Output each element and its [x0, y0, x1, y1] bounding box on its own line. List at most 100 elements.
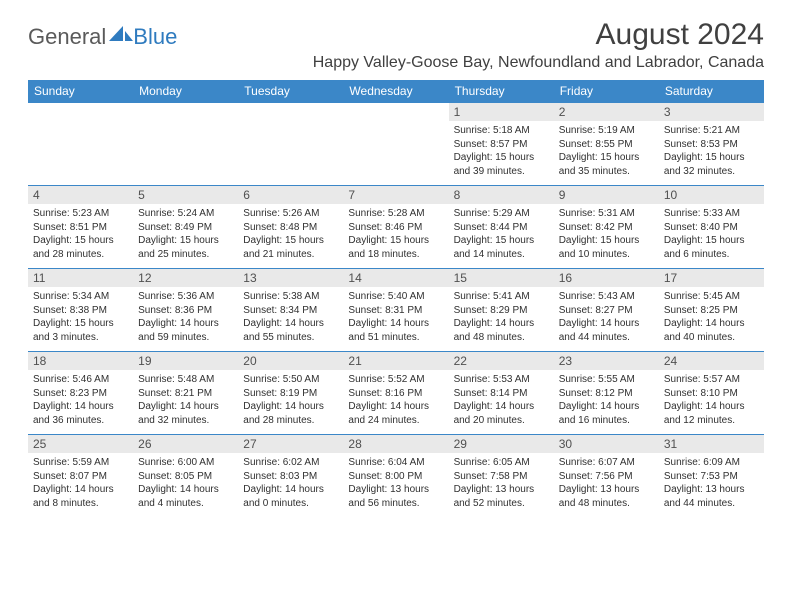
day-details: Sunrise: 5:19 AMSunset: 8:55 PMDaylight:…: [554, 121, 659, 181]
day-details: Sunrise: 5:59 AMSunset: 8:07 PMDaylight:…: [28, 453, 133, 513]
day-details: Sunrise: 5:40 AMSunset: 8:31 PMDaylight:…: [343, 287, 448, 347]
day-cell: 5Sunrise: 5:24 AMSunset: 8:49 PMDaylight…: [133, 186, 238, 268]
day-number: 8: [449, 186, 554, 204]
day-number: 18: [28, 352, 133, 370]
day-cell: 30Sunrise: 6:07 AMSunset: 7:56 PMDayligh…: [554, 435, 659, 517]
day-details: Sunrise: 6:07 AMSunset: 7:56 PMDaylight:…: [554, 453, 659, 513]
day-number: 28: [343, 435, 448, 453]
day-details: Sunrise: 5:41 AMSunset: 8:29 PMDaylight:…: [449, 287, 554, 347]
day-number: 7: [343, 186, 448, 204]
day-number: 5: [133, 186, 238, 204]
day-details: Sunrise: 5:38 AMSunset: 8:34 PMDaylight:…: [238, 287, 343, 347]
day-details: Sunrise: 5:21 AMSunset: 8:53 PMDaylight:…: [659, 121, 764, 181]
day-number: 29: [449, 435, 554, 453]
day-cell: 3Sunrise: 5:21 AMSunset: 8:53 PMDaylight…: [659, 103, 764, 185]
weekday-header: Saturday: [659, 80, 764, 103]
day-details: Sunrise: 5:46 AMSunset: 8:23 PMDaylight:…: [28, 370, 133, 430]
day-details: Sunrise: 5:24 AMSunset: 8:49 PMDaylight:…: [133, 204, 238, 264]
day-cell: 15Sunrise: 5:41 AMSunset: 8:29 PMDayligh…: [449, 269, 554, 351]
weekday-header: Friday: [554, 80, 659, 103]
day-number: 24: [659, 352, 764, 370]
day-number: 31: [659, 435, 764, 453]
day-details: Sunrise: 5:28 AMSunset: 8:46 PMDaylight:…: [343, 204, 448, 264]
weekday-header: Sunday: [28, 80, 133, 103]
day-cell: 23Sunrise: 5:55 AMSunset: 8:12 PMDayligh…: [554, 352, 659, 434]
day-cell: 25Sunrise: 5:59 AMSunset: 8:07 PMDayligh…: [28, 435, 133, 517]
day-number-empty: [133, 103, 238, 121]
day-cell: 16Sunrise: 5:43 AMSunset: 8:27 PMDayligh…: [554, 269, 659, 351]
day-cell: [238, 103, 343, 185]
day-number-empty: [28, 103, 133, 121]
day-cell: 10Sunrise: 5:33 AMSunset: 8:40 PMDayligh…: [659, 186, 764, 268]
calendar-page: General Blue August 2024 Happy Valley-Go…: [0, 0, 792, 535]
logo-word-1: General: [28, 24, 106, 50]
logo: General Blue: [28, 18, 177, 50]
day-cell: 7Sunrise: 5:28 AMSunset: 8:46 PMDaylight…: [343, 186, 448, 268]
day-details: Sunrise: 5:36 AMSunset: 8:36 PMDaylight:…: [133, 287, 238, 347]
day-number: 1: [449, 103, 554, 121]
day-cell: 14Sunrise: 5:40 AMSunset: 8:31 PMDayligh…: [343, 269, 448, 351]
day-cell: [133, 103, 238, 185]
day-number: 9: [554, 186, 659, 204]
day-number: 13: [238, 269, 343, 287]
day-details: Sunrise: 5:48 AMSunset: 8:21 PMDaylight:…: [133, 370, 238, 430]
day-number: 22: [449, 352, 554, 370]
weekday-header-row: SundayMondayTuesdayWednesdayThursdayFrid…: [28, 80, 764, 103]
day-number-empty: [238, 103, 343, 121]
logo-word-2: Blue: [133, 24, 177, 50]
day-cell: 19Sunrise: 5:48 AMSunset: 8:21 PMDayligh…: [133, 352, 238, 434]
day-details: Sunrise: 6:04 AMSunset: 8:00 PMDaylight:…: [343, 453, 448, 513]
calendar-grid: SundayMondayTuesdayWednesdayThursdayFrid…: [28, 80, 764, 517]
weekday-header: Monday: [133, 80, 238, 103]
day-cell: 21Sunrise: 5:52 AMSunset: 8:16 PMDayligh…: [343, 352, 448, 434]
day-details: Sunrise: 5:23 AMSunset: 8:51 PMDaylight:…: [28, 204, 133, 264]
weekday-header: Thursday: [449, 80, 554, 103]
day-number: 30: [554, 435, 659, 453]
location-subtitle: Happy Valley-Goose Bay, Newfoundland and…: [313, 54, 764, 72]
logo-sail-icon: [109, 24, 133, 50]
day-details: Sunrise: 5:29 AMSunset: 8:44 PMDaylight:…: [449, 204, 554, 264]
day-cell: 11Sunrise: 5:34 AMSunset: 8:38 PMDayligh…: [28, 269, 133, 351]
weekday-header: Wednesday: [343, 80, 448, 103]
day-number: 10: [659, 186, 764, 204]
title-block: August 2024 Happy Valley-Goose Bay, Newf…: [313, 18, 764, 72]
day-cell: 18Sunrise: 5:46 AMSunset: 8:23 PMDayligh…: [28, 352, 133, 434]
day-details: Sunrise: 5:34 AMSunset: 8:38 PMDaylight:…: [28, 287, 133, 347]
day-details: Sunrise: 5:26 AMSunset: 8:48 PMDaylight:…: [238, 204, 343, 264]
day-cell: 13Sunrise: 5:38 AMSunset: 8:34 PMDayligh…: [238, 269, 343, 351]
day-details: Sunrise: 6:05 AMSunset: 7:58 PMDaylight:…: [449, 453, 554, 513]
day-cell: 17Sunrise: 5:45 AMSunset: 8:25 PMDayligh…: [659, 269, 764, 351]
day-details: Sunrise: 6:00 AMSunset: 8:05 PMDaylight:…: [133, 453, 238, 513]
day-number: 16: [554, 269, 659, 287]
day-details: Sunrise: 5:43 AMSunset: 8:27 PMDaylight:…: [554, 287, 659, 347]
day-number: 23: [554, 352, 659, 370]
day-cell: 29Sunrise: 6:05 AMSunset: 7:58 PMDayligh…: [449, 435, 554, 517]
week-row: 4Sunrise: 5:23 AMSunset: 8:51 PMDaylight…: [28, 186, 764, 269]
week-row: 11Sunrise: 5:34 AMSunset: 8:38 PMDayligh…: [28, 269, 764, 352]
week-row: 25Sunrise: 5:59 AMSunset: 8:07 PMDayligh…: [28, 435, 764, 517]
day-number: 20: [238, 352, 343, 370]
weekday-header: Tuesday: [238, 80, 343, 103]
day-number: 11: [28, 269, 133, 287]
day-number: 3: [659, 103, 764, 121]
day-cell: 8Sunrise: 5:29 AMSunset: 8:44 PMDaylight…: [449, 186, 554, 268]
day-cell: 6Sunrise: 5:26 AMSunset: 8:48 PMDaylight…: [238, 186, 343, 268]
day-details: Sunrise: 5:53 AMSunset: 8:14 PMDaylight:…: [449, 370, 554, 430]
day-details: Sunrise: 5:31 AMSunset: 8:42 PMDaylight:…: [554, 204, 659, 264]
day-cell: 22Sunrise: 5:53 AMSunset: 8:14 PMDayligh…: [449, 352, 554, 434]
day-number: 6: [238, 186, 343, 204]
day-number: 14: [343, 269, 448, 287]
day-cell: 20Sunrise: 5:50 AMSunset: 8:19 PMDayligh…: [238, 352, 343, 434]
day-cell: 24Sunrise: 5:57 AMSunset: 8:10 PMDayligh…: [659, 352, 764, 434]
day-cell: [28, 103, 133, 185]
day-details: Sunrise: 5:52 AMSunset: 8:16 PMDaylight:…: [343, 370, 448, 430]
day-details: Sunrise: 6:02 AMSunset: 8:03 PMDaylight:…: [238, 453, 343, 513]
page-header: General Blue August 2024 Happy Valley-Go…: [28, 18, 764, 72]
day-details: Sunrise: 5:55 AMSunset: 8:12 PMDaylight:…: [554, 370, 659, 430]
day-number: 26: [133, 435, 238, 453]
day-cell: 12Sunrise: 5:36 AMSunset: 8:36 PMDayligh…: [133, 269, 238, 351]
day-cell: 1Sunrise: 5:18 AMSunset: 8:57 PMDaylight…: [449, 103, 554, 185]
day-details: Sunrise: 6:09 AMSunset: 7:53 PMDaylight:…: [659, 453, 764, 513]
weeks-container: 1Sunrise: 5:18 AMSunset: 8:57 PMDaylight…: [28, 103, 764, 517]
day-number-empty: [343, 103, 448, 121]
